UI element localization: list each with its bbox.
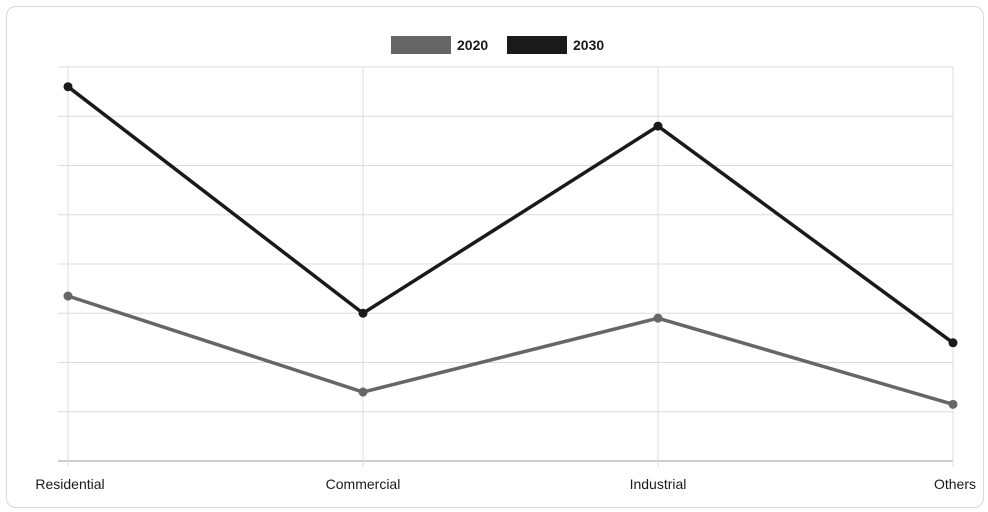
x-tick-label: Residential [35,476,104,492]
data-point-2030[interactable] [948,338,958,348]
data-point-2020[interactable] [653,313,663,323]
legend[interactable]: 2020 2030 [391,36,604,54]
data-point-2020[interactable] [358,387,368,397]
grid [58,66,954,467]
series-line-2020 [67,294,954,407]
x-axis: Residential Commercial Industrial Others [35,476,976,492]
x-tick-label: Industrial [630,476,687,492]
x-tick-label: Commercial [326,476,401,492]
series-line-2030 [66,85,955,345]
x-tick-label: Others [934,476,976,492]
data-point-2030[interactable] [63,82,73,92]
data-point-2030[interactable] [653,121,663,131]
data-point-2020[interactable] [63,291,73,301]
legend-label-2030[interactable]: 2030 [573,37,604,53]
legend-label-2020[interactable]: 2020 [457,37,488,53]
data-point-2020[interactable] [948,399,958,409]
chart-card [6,6,984,508]
legend-swatch-2020[interactable] [391,36,451,54]
series-layer [63,82,958,409]
data-point-2030[interactable] [358,308,368,318]
legend-swatch-2030[interactable] [507,36,567,54]
